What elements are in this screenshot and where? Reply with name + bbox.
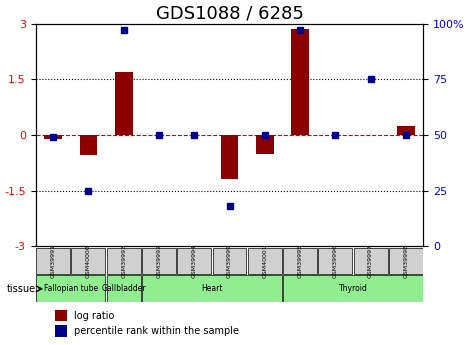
FancyBboxPatch shape	[212, 248, 246, 274]
FancyBboxPatch shape	[248, 248, 282, 274]
Bar	[115, 72, 133, 135]
Text: GSM39991: GSM39991	[51, 244, 56, 278]
FancyBboxPatch shape	[107, 248, 141, 274]
FancyBboxPatch shape	[389, 248, 423, 274]
Text: Heart: Heart	[201, 284, 223, 293]
Bar	[397, 126, 415, 135]
Text: Fallopian tube: Fallopian tube	[44, 284, 98, 293]
Bar	[221, 135, 238, 179]
Bar	[291, 29, 309, 135]
Bar	[80, 135, 97, 155]
FancyBboxPatch shape	[36, 248, 70, 274]
FancyBboxPatch shape	[142, 248, 176, 274]
FancyBboxPatch shape	[142, 275, 282, 302]
Bar	[45, 135, 62, 139]
Title: GDS1088 / 6285: GDS1088 / 6285	[156, 4, 303, 22]
Text: GSM39992: GSM39992	[157, 244, 161, 278]
Text: GSM39996: GSM39996	[333, 244, 338, 278]
Text: Gallbladder: Gallbladder	[101, 284, 146, 293]
FancyBboxPatch shape	[283, 248, 317, 274]
Text: GSM40001: GSM40001	[262, 244, 267, 278]
FancyBboxPatch shape	[107, 275, 141, 302]
FancyBboxPatch shape	[177, 248, 211, 274]
Bar	[256, 135, 273, 154]
Text: GSM39999: GSM39999	[227, 244, 232, 278]
Text: GSM39994: GSM39994	[192, 244, 197, 278]
FancyBboxPatch shape	[71, 248, 106, 274]
Bar	[55, 325, 67, 337]
Text: GSM40000: GSM40000	[86, 244, 91, 278]
Text: Thyroid: Thyroid	[339, 284, 367, 293]
FancyBboxPatch shape	[318, 248, 352, 274]
Text: GSM39995: GSM39995	[297, 244, 303, 278]
FancyBboxPatch shape	[283, 275, 423, 302]
Text: GSM39998: GSM39998	[403, 244, 408, 278]
Text: GSM39997: GSM39997	[368, 244, 373, 278]
FancyBboxPatch shape	[354, 248, 387, 274]
Text: percentile rank within the sample: percentile rank within the sample	[74, 326, 239, 336]
Bar	[55, 310, 67, 321]
Text: log ratio: log ratio	[74, 310, 115, 321]
FancyBboxPatch shape	[36, 275, 106, 302]
Text: GSM39993: GSM39993	[121, 244, 126, 278]
Text: tissue: tissue	[7, 284, 36, 294]
